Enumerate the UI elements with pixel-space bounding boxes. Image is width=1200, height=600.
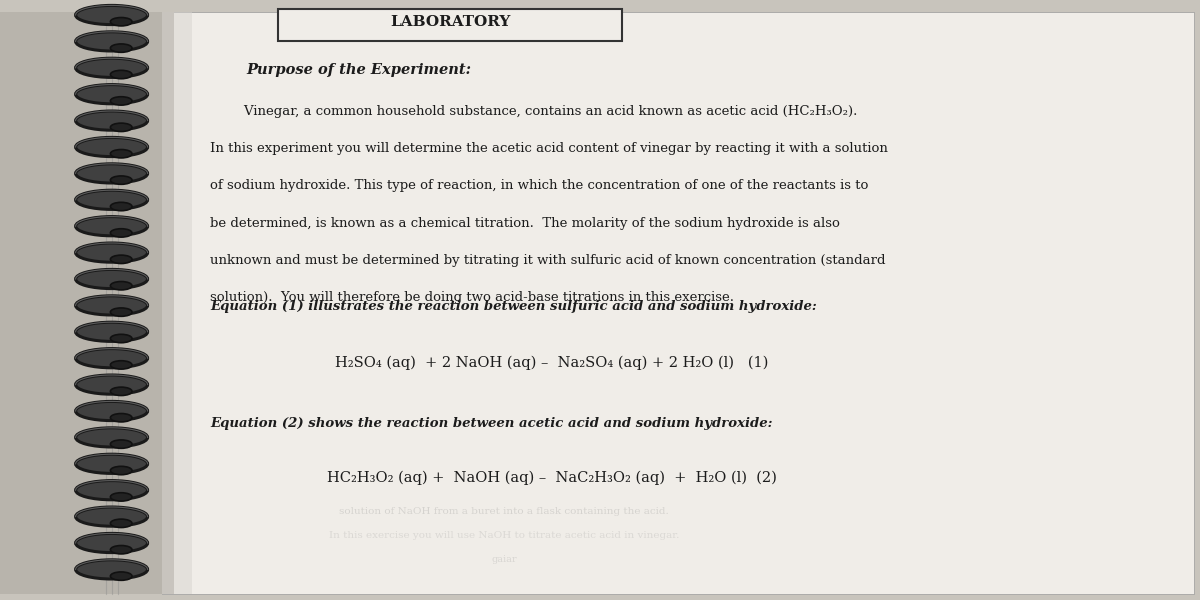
FancyBboxPatch shape <box>162 12 192 594</box>
Ellipse shape <box>76 533 148 553</box>
Ellipse shape <box>110 466 132 475</box>
Text: In this experiment you will determine the acetic acid content of vinegar by reac: In this experiment you will determine th… <box>210 142 888 155</box>
Ellipse shape <box>110 334 132 343</box>
Ellipse shape <box>76 349 148 368</box>
Ellipse shape <box>76 5 148 25</box>
Ellipse shape <box>110 545 132 554</box>
Ellipse shape <box>76 269 148 289</box>
Ellipse shape <box>110 44 132 52</box>
Ellipse shape <box>76 428 148 447</box>
Ellipse shape <box>110 17 132 26</box>
Ellipse shape <box>76 454 148 473</box>
Ellipse shape <box>110 70 132 79</box>
Text: unknown and must be determined by titrating it with sulfuric acid of known conce: unknown and must be determined by titrat… <box>210 254 886 267</box>
Ellipse shape <box>76 322 148 341</box>
Ellipse shape <box>76 560 148 579</box>
Ellipse shape <box>110 413 132 422</box>
FancyBboxPatch shape <box>162 12 1194 594</box>
Ellipse shape <box>110 519 132 527</box>
Ellipse shape <box>110 387 132 395</box>
FancyBboxPatch shape <box>278 9 622 41</box>
Ellipse shape <box>76 32 148 51</box>
Text: In this exercise you will use NaOH to titrate acetic acid in vinegar.: In this exercise you will use NaOH to ti… <box>329 531 679 540</box>
Ellipse shape <box>110 255 132 263</box>
Ellipse shape <box>110 123 132 131</box>
Ellipse shape <box>110 361 132 369</box>
Ellipse shape <box>76 111 148 130</box>
Ellipse shape <box>110 202 132 211</box>
Ellipse shape <box>110 572 132 580</box>
Ellipse shape <box>110 493 132 501</box>
Text: H₂SO₄ (aq)  + 2 NaOH (aq) –  Na₂SO₄ (aq) + 2 H₂O (l)   (1): H₂SO₄ (aq) + 2 NaOH (aq) – Na₂SO₄ (aq) +… <box>335 355 769 370</box>
Ellipse shape <box>76 401 148 421</box>
Ellipse shape <box>76 164 148 183</box>
Ellipse shape <box>110 149 132 158</box>
Text: solution of NaOH from a buret into a flask containing the acid.: solution of NaOH from a buret into a fla… <box>340 507 668 516</box>
Ellipse shape <box>76 507 148 526</box>
FancyBboxPatch shape <box>0 12 174 594</box>
Ellipse shape <box>76 217 148 236</box>
Text: LABORATORY: LABORATORY <box>390 15 510 29</box>
Text: Equation (2) shows the reaction between acetic acid and sodium hydroxide:: Equation (2) shows the reaction between … <box>210 417 773 430</box>
Ellipse shape <box>110 308 132 316</box>
Ellipse shape <box>76 243 148 262</box>
Ellipse shape <box>76 137 148 157</box>
Text: gaiar: gaiar <box>491 555 517 564</box>
Ellipse shape <box>110 281 132 290</box>
Ellipse shape <box>76 481 148 500</box>
Text: be determined, is known as a chemical titration.  The molarity of the sodium hyd: be determined, is known as a chemical ti… <box>210 217 840 230</box>
Ellipse shape <box>110 176 132 184</box>
Text: Purpose of the Experiment:: Purpose of the Experiment: <box>246 63 470 77</box>
Ellipse shape <box>76 296 148 315</box>
Ellipse shape <box>76 58 148 77</box>
Ellipse shape <box>110 97 132 105</box>
Ellipse shape <box>110 440 132 448</box>
Ellipse shape <box>76 375 148 394</box>
Ellipse shape <box>110 229 132 237</box>
Ellipse shape <box>76 190 148 209</box>
Text: of sodium hydroxide. This type of reaction, in which the concentration of one of: of sodium hydroxide. This type of reacti… <box>210 179 869 193</box>
Text: Vinegar, a common household substance, contains an acid known as acetic acid (HC: Vinegar, a common household substance, c… <box>210 105 857 118</box>
Text: solution).  You will therefore be doing two acid-base titrations in this exercis: solution). You will therefore be doing t… <box>210 291 734 304</box>
Ellipse shape <box>76 85 148 104</box>
Text: Equation (1) illustrates the reaction between sulfuric acid and sodium hydroxide: Equation (1) illustrates the reaction be… <box>210 300 817 313</box>
Text: HC₂H₃O₂ (aq) +  NaOH (aq) –  NaC₂H₃O₂ (aq)  +  H₂O (l)  (2): HC₂H₃O₂ (aq) + NaOH (aq) – NaC₂H₃O₂ (aq)… <box>328 471 776 485</box>
